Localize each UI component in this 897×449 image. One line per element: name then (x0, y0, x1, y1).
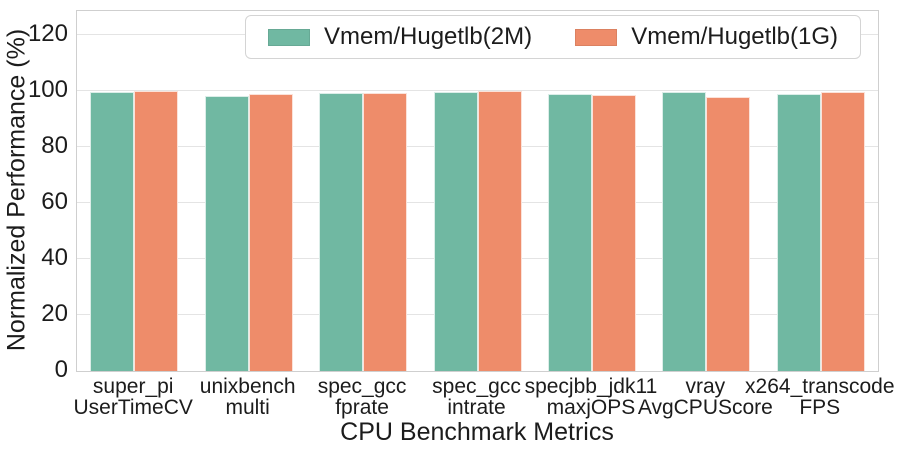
bar-series1-group4 (433, 91, 478, 371)
x-tick-label-line: x264_transcode (745, 375, 895, 398)
bar-series2-group1 (134, 91, 179, 371)
x-tick-label: vray AvgCPUScore (638, 376, 773, 418)
bar-series2-group3 (363, 92, 408, 371)
x-tick-label-line: maxjOPS (546, 396, 636, 419)
bar-series2-group6 (706, 96, 751, 371)
y-tick-label: 0 (54, 356, 68, 383)
gridline (77, 90, 878, 92)
x-tick-label: specjbb_jdk11 maxjOPS (525, 376, 658, 418)
x-tick-label-line: fprate (335, 396, 389, 419)
bar-series2-group5 (591, 94, 636, 371)
x-tick-label-line: specjbb_jdk11 (524, 375, 658, 398)
bar-series2-group4 (477, 91, 522, 371)
x-tick-label: spec_gcc fprate (318, 376, 407, 418)
x-tick-label-line: intrate (447, 396, 506, 419)
x-tick-label-line: UserTimeCV (73, 396, 193, 419)
legend-item: Vmem/Hugetlb(2M) (268, 23, 532, 51)
bar-series1-group5 (547, 94, 592, 371)
plot-area: Vmem/Hugetlb(2M) Vmem/Hugetlb(1G) (76, 10, 879, 372)
x-tick-label: x264_transcode FPS (745, 376, 894, 418)
bar-series1-group2 (204, 96, 249, 371)
x-tick-label-line: super_pi (92, 375, 174, 398)
x-tick-label: super_pi UserTimeCV (74, 376, 193, 418)
y-tick-label: 20 (41, 300, 68, 327)
legend-label: Vmem/Hugetlb(1G) (631, 23, 838, 50)
bar-series1-group7 (776, 94, 821, 371)
y-tick-label: 60 (41, 188, 68, 216)
x-tick-label-line: AvgCPUScore (637, 396, 773, 419)
x-tick-label: spec_gcc intrate (432, 376, 521, 418)
x-tick-label-line: spec_gcc (432, 375, 521, 398)
x-tick-label-line: spec_gcc (317, 375, 407, 398)
x-axis-label: CPU Benchmark Metrics (340, 418, 614, 446)
bar-series2-group2 (248, 94, 293, 371)
y-tick-label: 100 (27, 76, 68, 104)
legend-item: Vmem/Hugetlb(1G) (575, 23, 838, 51)
bar-series1-group6 (662, 92, 707, 371)
x-tick-label-line: multi (225, 396, 270, 419)
legend: Vmem/Hugetlb(2M) Vmem/Hugetlb(1G) (245, 15, 861, 59)
y-tick-label: 120 (27, 20, 68, 48)
legend-label: Vmem/Hugetlb(2M) (324, 23, 533, 50)
x-tick-label-line: FPS (799, 396, 841, 419)
legend-swatch (575, 28, 618, 46)
y-tick-label: 40 (41, 244, 68, 272)
x-tick-label: unixbench multi (200, 376, 296, 418)
x-tick-label-line: unixbench (199, 375, 296, 398)
bar-series2-group7 (820, 91, 865, 371)
y-tick-label: 80 (41, 132, 68, 160)
bar-series1-group3 (319, 92, 364, 371)
x-tick-label-line: vray (685, 375, 726, 398)
bar-series1-group1 (90, 91, 135, 371)
legend-swatch (268, 28, 310, 46)
